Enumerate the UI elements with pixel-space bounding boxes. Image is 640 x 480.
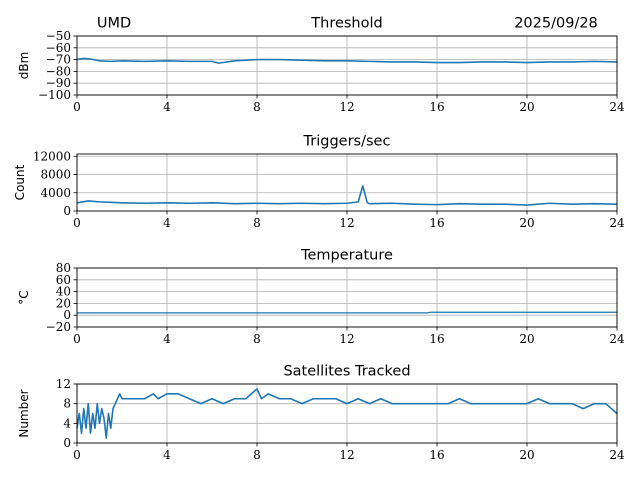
temperature-ytick-label: 80 [56, 261, 71, 275]
temperature-xtick-label: 8 [253, 332, 261, 346]
satellites-tracked-xtick-label: 0 [73, 448, 81, 462]
temperature-xtick-label: 12 [339, 332, 354, 346]
triggers-sec-xtick-label: 20 [519, 216, 534, 230]
triggers-sec-panel: 0 4 8 12 16 20 24 0 4000 8000 12000 Triggers/sec Cou… [13, 134, 625, 231]
temperature-ytick-label: 60 [56, 273, 71, 287]
threshold-title: Threshold [310, 16, 382, 32]
threshold-xtick-label: 8 [253, 100, 261, 114]
triggers-sec-ytick-label: 0 [63, 204, 71, 218]
date-label: 2025/09/28 [514, 16, 598, 32]
temperature-xtick-label: 24 [609, 332, 625, 346]
threshold-ylabel: dBm [17, 52, 31, 80]
triggers-sec-series-line [76, 185, 618, 206]
triggers-sec-xtick-label: 4 [163, 216, 171, 230]
satellites-tracked-xtick-label: 4 [163, 448, 171, 462]
satellites-tracked-xtick-label: 16 [429, 448, 444, 462]
threshold-xtick-label: 24 [609, 100, 625, 114]
satellites-tracked-ytick-label: 0 [63, 436, 71, 450]
triggers-sec-ylabel: Count [13, 164, 27, 200]
threshold-xtick-label: 4 [163, 100, 171, 114]
satellites-tracked-xtick-label: 24 [609, 448, 625, 462]
triggers-sec-xtick-label: 8 [253, 216, 261, 230]
satellites-tracked-ytick-label: 8 [63, 397, 71, 411]
temperature-xtick-label: 0 [73, 332, 81, 346]
threshold-ytick-label: −80 [46, 64, 71, 78]
threshold-ytick-label: −90 [46, 76, 71, 90]
triggers-sec-xtick-label: 24 [609, 216, 625, 230]
triggers-sec-xtick-label: 12 [339, 216, 354, 230]
temperature-ytick-label: 0 [63, 308, 71, 322]
threshold-xtick-label: 12 [339, 100, 354, 114]
satellites-tracked-title: Satellites Tracked [283, 364, 410, 380]
satellites-tracked-ytick-label: 4 [63, 416, 71, 430]
triggers-sec-xtick-label: 16 [429, 216, 444, 230]
satellites-tracked-series-line [76, 388, 618, 439]
threshold-xtick-label: 20 [519, 100, 534, 114]
satellites-tracked-xtick-label: 12 [339, 448, 354, 462]
threshold-xtick-label: 0 [73, 100, 81, 114]
satellites-tracked-ytick-label: 12 [56, 377, 71, 391]
panels: 0 4 8 12 16 20 24 −100−90−80−70−60−50 Threshold d… [13, 16, 625, 463]
threshold-series-line [76, 57, 618, 64]
station-label: UMD [97, 16, 131, 32]
threshold-ytick-label: −50 [46, 29, 71, 43]
triggers-sec-ytick-label: 8000 [40, 168, 71, 182]
temperature-ytick-label: 20 [56, 296, 71, 310]
threshold-ytick-label: −60 [46, 41, 71, 55]
temperature-xtick-label: 20 [519, 332, 534, 346]
satellites-tracked-xtick-label: 8 [253, 448, 261, 462]
satellites-tracked-panel: 0 4 8 12 16 20 24 0 4 8 12 Satellites Tracked Number [17, 364, 625, 463]
threshold-xtick-label: 16 [429, 100, 444, 114]
temperature-ylabel: °C [17, 290, 31, 304]
satellites-tracked-ylabel: Number [17, 389, 31, 437]
triggers-sec-xtick-label: 0 [73, 216, 81, 230]
temperature-title: Temperature [300, 248, 393, 264]
triggers-sec-title: Triggers/sec [303, 134, 391, 150]
triggers-sec-ytick-label: 12000 [33, 149, 71, 163]
temperature-series-line [77, 311, 617, 314]
temperature-ytick-label: −20 [46, 320, 71, 334]
temperature-ytick-label: 40 [56, 285, 71, 299]
temperature-xtick-label: 16 [429, 332, 444, 346]
temperature-xtick-label: 4 [163, 332, 171, 346]
threshold-ytick-label: −100 [38, 88, 71, 102]
threshold-panel: 0 4 8 12 16 20 24 −100−90−80−70−60−50 Threshold d… [17, 16, 625, 115]
satellites-tracked-xtick-label: 20 [519, 448, 534, 462]
threshold-ytick-label: −70 [46, 53, 71, 67]
triggers-sec-ytick-label: 4000 [40, 186, 71, 200]
